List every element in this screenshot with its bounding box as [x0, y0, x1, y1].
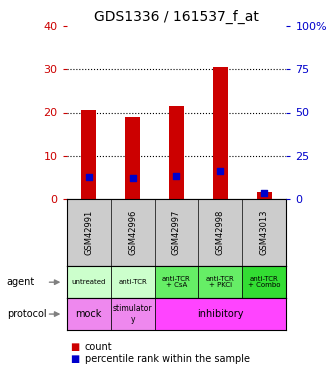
Bar [67, 298, 111, 330]
Bar [169, 106, 184, 199]
Text: ■: ■ [70, 342, 79, 352]
Title: GDS1336 / 161537_f_at: GDS1336 / 161537_f_at [94, 10, 259, 24]
Point [86, 174, 91, 180]
Point [262, 190, 267, 196]
Point [218, 168, 223, 174]
Text: anti-TCR
+ CsA: anti-TCR + CsA [162, 276, 191, 288]
Bar [67, 266, 111, 298]
Bar [155, 298, 286, 330]
Text: anti-TCR
+ PKCi: anti-TCR + PKCi [206, 276, 235, 288]
Bar [242, 266, 286, 298]
Text: GSM43013: GSM43013 [260, 210, 269, 255]
Bar [213, 67, 228, 199]
Text: count: count [85, 342, 113, 352]
Bar [125, 117, 140, 199]
Bar [111, 266, 155, 298]
Text: GSM42997: GSM42997 [172, 210, 181, 255]
Bar [111, 298, 155, 330]
Bar [155, 266, 198, 298]
Bar [81, 110, 96, 199]
Text: GSM42998: GSM42998 [216, 210, 225, 255]
Text: inhibitory: inhibitory [197, 309, 244, 319]
Bar [198, 266, 242, 298]
Point [174, 173, 179, 179]
Text: untreated: untreated [71, 279, 106, 285]
Text: anti-TCR: anti-TCR [118, 279, 147, 285]
Text: protocol: protocol [7, 309, 46, 319]
Text: ■: ■ [70, 354, 79, 364]
Bar [257, 192, 272, 199]
Text: GSM42996: GSM42996 [128, 210, 137, 255]
Text: mock: mock [75, 309, 102, 319]
Point [130, 175, 135, 181]
Text: stimulator
y: stimulator y [113, 304, 152, 324]
Text: GSM42991: GSM42991 [84, 210, 93, 255]
Text: percentile rank within the sample: percentile rank within the sample [85, 354, 250, 364]
Text: anti-TCR
+ Combo: anti-TCR + Combo [248, 276, 281, 288]
Text: agent: agent [7, 277, 35, 287]
